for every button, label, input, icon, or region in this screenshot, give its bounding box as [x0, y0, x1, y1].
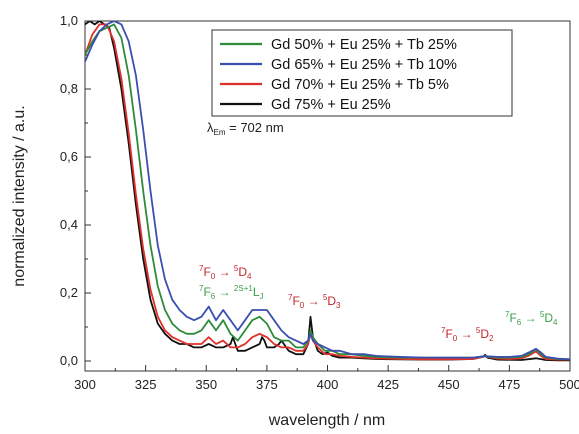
y-tick-label: 0,8: [60, 81, 78, 96]
x-tick-label: 475: [499, 377, 521, 392]
transition-label: 7F6 → 2S+1LJ: [199, 284, 264, 301]
y-tick-label: 0,2: [60, 285, 78, 300]
transition-part: 0: [300, 301, 305, 310]
transition-part: 3: [336, 301, 341, 310]
transition-part: F: [445, 327, 452, 341]
transition-part: →: [457, 327, 476, 341]
transition-part: →: [215, 285, 234, 299]
transition-label: 7F6 → 5D4: [505, 310, 558, 327]
y-axis: 0,0 0,2 0,4 0,6 0,8 1,0: [60, 13, 91, 368]
transition-part: J: [260, 292, 264, 301]
transition-part: 6: [517, 318, 522, 327]
transition-part: F: [292, 294, 299, 308]
transition-part: 0: [211, 272, 216, 281]
excitation-sub: Em: [214, 128, 226, 137]
series-layer: [85, 21, 570, 362]
transition-part: 4: [247, 272, 252, 281]
transition-part: 5: [234, 264, 239, 273]
transition-part: D: [327, 294, 336, 308]
y-axis-title: normalized intensity / a.u.: [11, 105, 28, 286]
transition-part: 7: [505, 310, 510, 319]
x-tick-label: 325: [135, 377, 157, 392]
transition-label: 7F0 → 5D4: [199, 264, 252, 281]
transition-part: F: [203, 285, 210, 299]
transition-part: →: [521, 311, 540, 325]
transition-part: F: [509, 311, 516, 325]
legend-label: Gd 70% + Eu 25% + Tb 5%: [271, 77, 449, 93]
transition-part: F: [203, 265, 210, 279]
excitation-label: λEm = 702 nm: [207, 120, 284, 137]
y-tick-label: 1,0: [60, 13, 78, 28]
transition-part: D: [480, 327, 489, 341]
transition-part: →: [215, 265, 234, 279]
transition-part: 7: [441, 326, 446, 335]
excitation-lambda: λ: [207, 120, 214, 135]
x-tick-label: 400: [317, 377, 339, 392]
transition-part: 4: [553, 318, 558, 327]
transition-part: 2S+1: [234, 284, 253, 293]
transition-label: 7F0 → 5D2: [441, 326, 494, 343]
transition-part: 0: [453, 334, 458, 343]
x-tick-label: 350: [195, 377, 217, 392]
transition-part: 5: [323, 293, 328, 302]
legend-label: Gd 75% + Eu 25%: [271, 97, 391, 113]
series-line: [85, 21, 570, 361]
transition-part: 6: [211, 292, 216, 301]
x-tick-label: 300: [74, 377, 96, 392]
transition-label: 7F0 → 5D3: [288, 293, 341, 310]
legend: Gd 50% + Eu 25% + Tb 25% Gd 65% + Eu 25% …: [211, 29, 513, 117]
transition-part: 2: [489, 334, 494, 343]
x-tick-label: 500: [559, 377, 579, 392]
legend-label: Gd 65% + Eu 25% + Tb 10%: [271, 57, 457, 73]
legend-label: Gd 50% + Eu 25% + Tb 25%: [271, 37, 457, 53]
y-tick-label: 0,0: [60, 353, 78, 368]
transition-part: 5: [540, 310, 545, 319]
transition-part: L: [253, 285, 260, 299]
x-axis-title: wavelength / nm: [268, 412, 386, 429]
y-tick-label: 0,4: [60, 217, 78, 232]
transition-part: D: [238, 265, 247, 279]
transition-part: 7: [288, 293, 293, 302]
x-tick-label: 450: [438, 377, 460, 392]
x-tick-label: 425: [377, 377, 399, 392]
transition-part: D: [544, 311, 553, 325]
x-tick-label: 375: [256, 377, 278, 392]
transition-part: 7: [199, 264, 204, 273]
x-axis: 300 325 350 375 400 425 450 475 500: [74, 365, 579, 392]
excitation-value: = 702 nm: [226, 120, 284, 135]
transition-part: →: [304, 294, 323, 308]
y-tick-label: 0,6: [60, 149, 78, 164]
transition-part: 7: [199, 284, 204, 293]
transition-part: 5: [476, 326, 481, 335]
